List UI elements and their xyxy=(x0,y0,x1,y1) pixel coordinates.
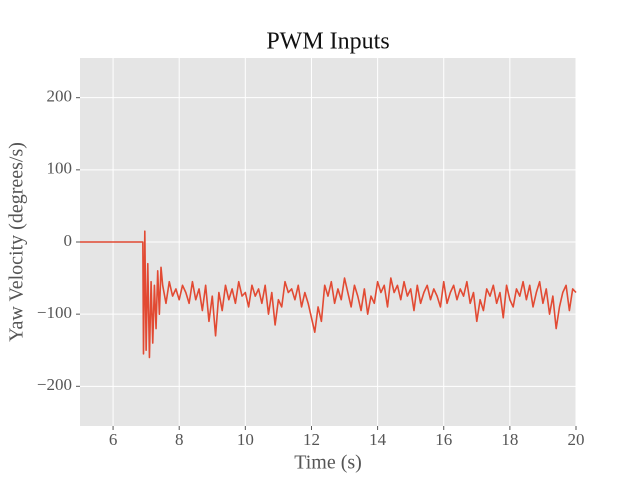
x-axis-label: Time (s) xyxy=(294,452,362,474)
x-tick-label: 14 xyxy=(369,430,387,449)
x-tick-label: 16 xyxy=(435,430,452,449)
y-tick-label: 0 xyxy=(64,231,73,250)
y-axis-label: Yaw Velocity (degrees/s) xyxy=(6,142,28,342)
y-tick-label: 100 xyxy=(47,159,73,178)
x-tick-label: 18 xyxy=(501,430,518,449)
y-tick-label: −200 xyxy=(37,375,72,394)
chart-title: PWM Inputs xyxy=(266,29,389,55)
y-tick-label: 200 xyxy=(47,87,73,106)
data-line xyxy=(80,230,577,359)
x-tick-label: 8 xyxy=(175,430,184,449)
x-tick-label: 10 xyxy=(237,430,254,449)
y-tick-label: −100 xyxy=(37,303,72,322)
x-tick-label: 12 xyxy=(303,430,320,449)
x-tick-label: 6 xyxy=(109,430,118,449)
x-tick-label: 20 xyxy=(568,430,585,449)
